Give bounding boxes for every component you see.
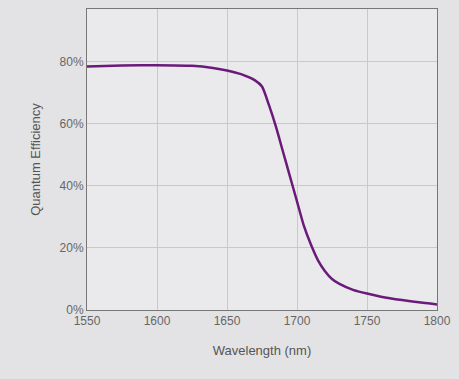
svg-text:Quantum Efficiency: Quantum Efficiency bbox=[28, 103, 43, 216]
svg-text:1650: 1650 bbox=[214, 314, 241, 328]
svg-text:1750: 1750 bbox=[354, 314, 381, 328]
svg-text:40%: 40% bbox=[60, 179, 84, 193]
svg-text:80%: 80% bbox=[60, 55, 84, 69]
svg-text:1700: 1700 bbox=[284, 314, 311, 328]
svg-text:1550: 1550 bbox=[74, 314, 101, 328]
svg-text:60%: 60% bbox=[60, 117, 84, 131]
svg-text:1600: 1600 bbox=[144, 314, 171, 328]
svg-text:0%: 0% bbox=[66, 303, 84, 317]
svg-text:1800: 1800 bbox=[424, 314, 451, 328]
svg-text:Wavelength (nm): Wavelength (nm) bbox=[213, 343, 312, 358]
svg-text:20%: 20% bbox=[60, 241, 84, 255]
